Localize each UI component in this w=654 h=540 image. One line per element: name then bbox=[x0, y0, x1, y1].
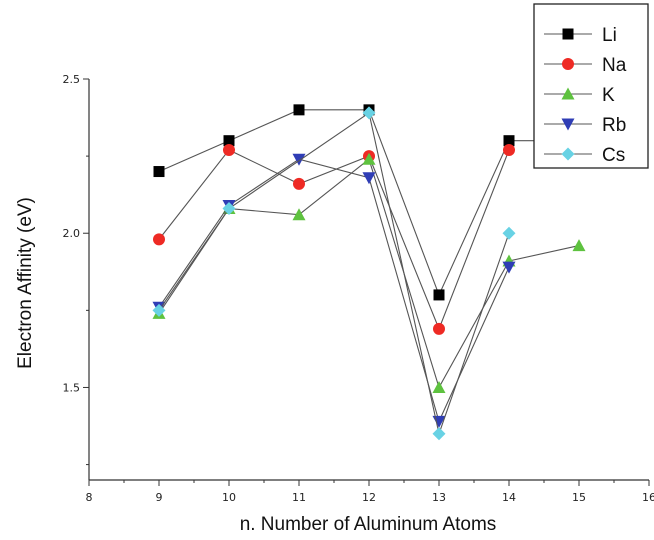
data-point-li bbox=[153, 166, 165, 178]
series-line-na bbox=[158, 149, 510, 331]
data-point-na bbox=[223, 143, 235, 156]
data-point-li bbox=[503, 135, 515, 147]
series-line-cs bbox=[158, 112, 510, 436]
data-point-li bbox=[433, 289, 445, 301]
data-point-cs bbox=[152, 303, 166, 317]
series-cs bbox=[152, 106, 516, 441]
legend-marker-rb bbox=[561, 118, 575, 131]
series-line-k bbox=[158, 158, 580, 389]
legend-label-cs: Cs bbox=[602, 145, 625, 166]
plot-axes: 8 9 10 11 12 13 14 15 16 1.5 2.0 2.5 bbox=[63, 73, 654, 504]
data-point-k bbox=[362, 152, 376, 165]
x-tick-label: 16 bbox=[642, 491, 654, 504]
legend-box bbox=[533, 3, 649, 169]
plot-series bbox=[152, 104, 586, 441]
legend-label-na: Na bbox=[602, 55, 627, 76]
data-point-li bbox=[223, 135, 235, 147]
data-point-rb bbox=[362, 172, 376, 185]
series-li bbox=[153, 104, 585, 301]
data-point-cs bbox=[432, 427, 446, 441]
x-tick-label: 9 bbox=[156, 491, 163, 504]
x-tick-label: 12 bbox=[362, 491, 376, 504]
data-point-k bbox=[432, 380, 446, 393]
x-tick-label: 8 bbox=[86, 491, 93, 504]
series-line-li bbox=[158, 109, 579, 297]
series-k bbox=[152, 152, 586, 393]
data-point-rb bbox=[292, 153, 306, 166]
series-line-rb bbox=[158, 158, 510, 423]
data-point-li bbox=[293, 104, 305, 116]
x-tick-label: 14 bbox=[502, 491, 516, 504]
legend-label-rb: Rb bbox=[602, 115, 626, 136]
x-tick-label: 13 bbox=[432, 491, 446, 504]
y-tick-label: 2.5 bbox=[63, 73, 81, 86]
y-tick-label: 2.0 bbox=[63, 227, 81, 240]
data-point-cs bbox=[362, 106, 376, 120]
data-point-k bbox=[572, 239, 586, 252]
legend: Li Na K Rb Cs bbox=[533, 3, 649, 169]
data-point-cs bbox=[222, 202, 236, 216]
series-rb bbox=[152, 153, 516, 428]
legend-marker-na bbox=[562, 58, 574, 70]
legend-marker-k bbox=[561, 87, 575, 100]
x-tick-label: 11 bbox=[292, 491, 306, 504]
y-axis-title: Electron Affinity (eV) bbox=[15, 197, 36, 369]
x-tick-label: 10 bbox=[222, 491, 236, 504]
data-point-rb bbox=[502, 261, 516, 274]
data-point-na bbox=[153, 233, 165, 246]
x-tick-label: 15 bbox=[572, 491, 586, 504]
y-tick-label: 1.5 bbox=[63, 381, 81, 394]
legend-marker-li bbox=[562, 28, 574, 40]
data-point-na bbox=[503, 143, 515, 156]
data-point-na bbox=[293, 177, 305, 190]
data-point-cs bbox=[502, 226, 516, 240]
x-axis-title: n. Number of Aluminum Atoms bbox=[240, 514, 497, 535]
data-point-na bbox=[433, 322, 445, 335]
legend-marker-cs bbox=[561, 147, 575, 161]
legend-label-li: Li bbox=[602, 25, 617, 46]
data-point-k bbox=[292, 208, 306, 221]
legend-label-k: K bbox=[602, 85, 615, 106]
series-na bbox=[153, 143, 515, 335]
